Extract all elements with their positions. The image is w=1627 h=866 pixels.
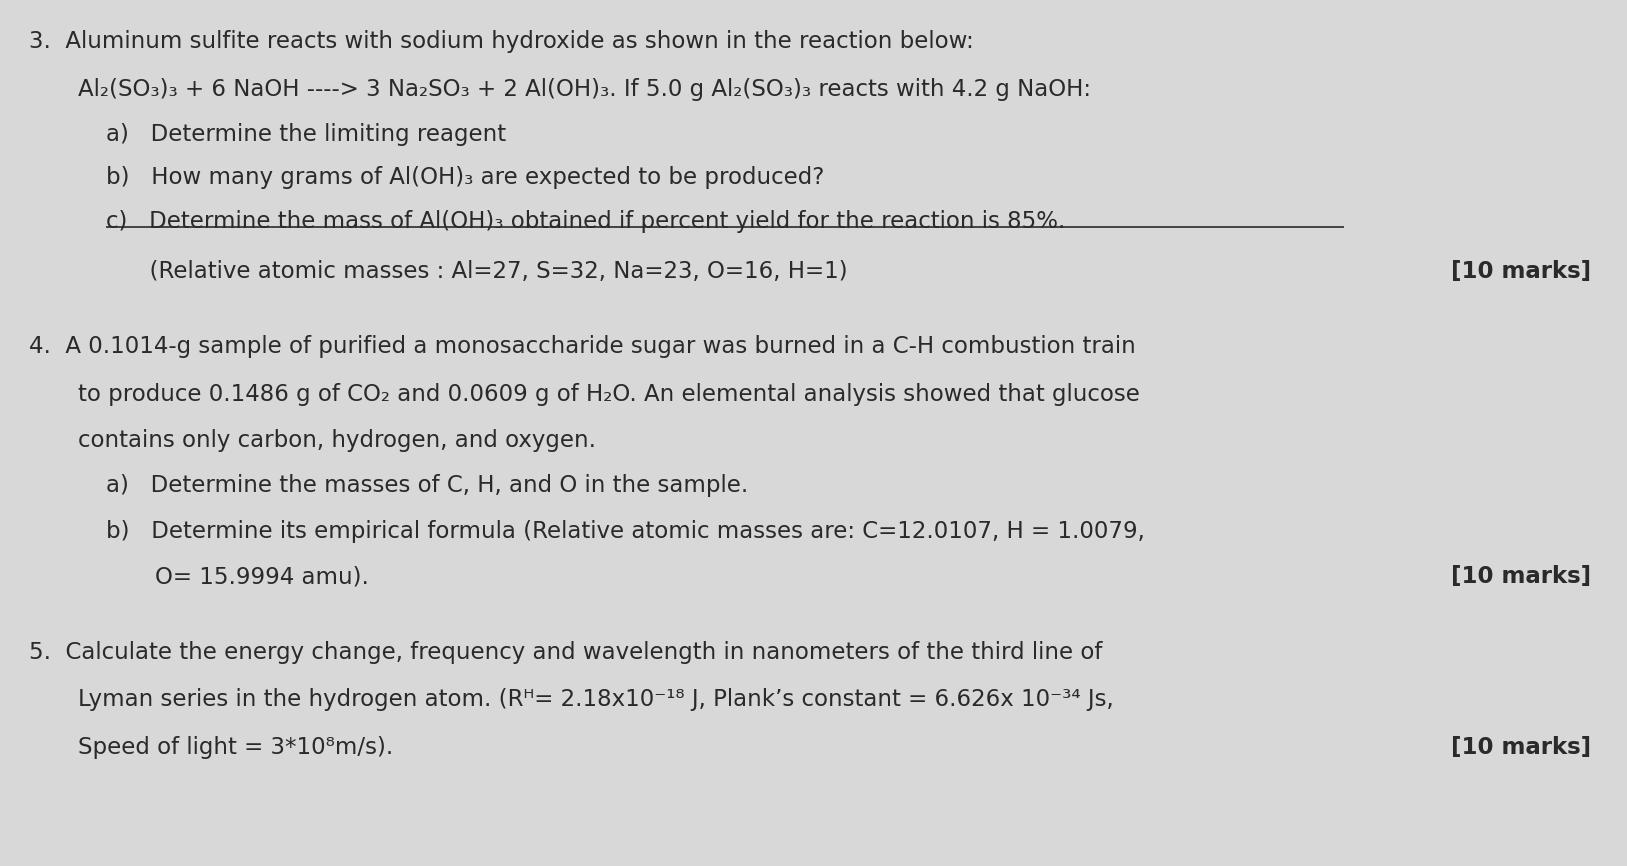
Text: b)   Determine its empirical formula (Relative atomic masses are: C=12.0107, H =: b) Determine its empirical formula (Rela…: [106, 520, 1145, 543]
Text: c)   Determine the mass of Al(OH)₃ obtained if percent yield for the reaction is: c) Determine the mass of Al(OH)₃ obtaine…: [106, 210, 1066, 234]
Text: a)   Determine the limiting reagent: a) Determine the limiting reagent: [106, 123, 506, 146]
Text: (Relative atomic masses : Al=27, S=32, Na=23, O=16, H=1): (Relative atomic masses : Al=27, S=32, N…: [106, 260, 848, 283]
Text: b)   How many grams of Al(OH)₃ are expected to be produced?: b) How many grams of Al(OH)₃ are expecte…: [106, 166, 825, 190]
Text: Lyman series in the hydrogen atom. (Rᴴ= 2.18x10⁻¹⁸ J, Plank’s constant = 6.626x : Lyman series in the hydrogen atom. (Rᴴ= …: [78, 688, 1114, 712]
Text: O= 15.9994 amu).: O= 15.9994 amu).: [155, 565, 368, 589]
Text: [10 marks]: [10 marks]: [1451, 260, 1591, 283]
Text: [10 marks]: [10 marks]: [1451, 565, 1591, 589]
Text: [10 marks]: [10 marks]: [1451, 736, 1591, 759]
Text: 4.  A 0.1014-g sample of purified a monosaccharide sugar was burned in a C-H com: 4. A 0.1014-g sample of purified a monos…: [29, 335, 1136, 359]
Text: a)   Determine the masses of C, H, and O in the sample.: a) Determine the masses of C, H, and O i…: [106, 474, 748, 497]
Text: Speed of light = 3*10⁸m/s).: Speed of light = 3*10⁸m/s).: [78, 736, 394, 759]
Text: contains only carbon, hydrogen, and oxygen.: contains only carbon, hydrogen, and oxyg…: [78, 429, 595, 452]
Text: 3.  Aluminum sulfite reacts with sodium hydroxide as shown in the reaction below: 3. Aluminum sulfite reacts with sodium h…: [29, 30, 975, 54]
Text: to produce 0.1486 g of CO₂ and 0.0609 g of H₂O. An elemental analysis showed tha: to produce 0.1486 g of CO₂ and 0.0609 g …: [78, 383, 1141, 406]
Text: 5.  Calculate the energy change, frequency and wavelength in nanometers of the t: 5. Calculate the energy change, frequenc…: [29, 641, 1103, 664]
Text: Al₂(SO₃)₃ + 6 NaOH ----> 3 Na₂SO₃ + 2 Al(OH)₃. If 5.0 g Al₂(SO₃)₃ reacts with 4.: Al₂(SO₃)₃ + 6 NaOH ----> 3 Na₂SO₃ + 2 Al…: [78, 78, 1092, 101]
